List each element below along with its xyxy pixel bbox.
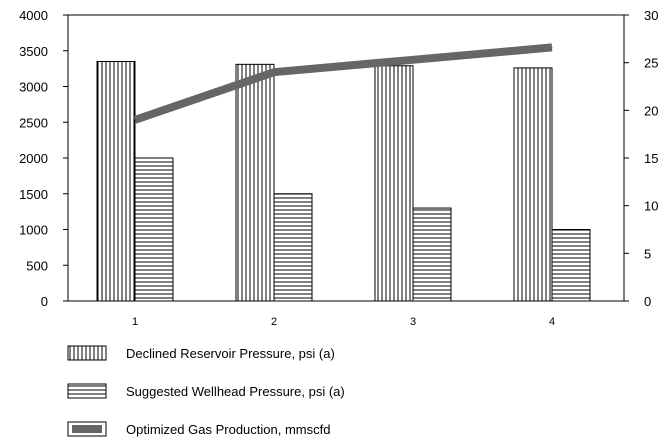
right-tick-label: 10 bbox=[644, 199, 658, 214]
gas-production-point bbox=[412, 59, 414, 61]
right-tick-label: 20 bbox=[644, 103, 658, 118]
reservoir-pressure-bar bbox=[513, 67, 553, 302]
legend-label: Suggested Wellhead Pressure, psi (a) bbox=[126, 384, 345, 399]
wellhead-pressure-bar bbox=[273, 193, 313, 302]
right-tick-label: 30 bbox=[644, 8, 658, 23]
left-tick-label: 4000 bbox=[19, 8, 48, 23]
wellhead-pressure-bar bbox=[412, 207, 452, 302]
left-tick-label: 2000 bbox=[19, 151, 48, 166]
wellhead-pressure-bar bbox=[134, 157, 174, 302]
legend-swatch-fill bbox=[72, 425, 102, 433]
left-tick-label: 0 bbox=[41, 294, 48, 309]
legend-swatch bbox=[67, 383, 107, 399]
gas-production-point bbox=[134, 119, 136, 121]
gas-production-line bbox=[133, 43, 553, 124]
right-y-axis: 0 5 10 15 20 25 30 bbox=[624, 8, 658, 309]
wellhead-pressure-bar bbox=[551, 229, 591, 302]
right-tick-label: 25 bbox=[644, 56, 658, 71]
bar-group bbox=[96, 60, 591, 302]
legend-label: Optimized Gas Production, mmscfd bbox=[126, 422, 330, 437]
gas-production-point bbox=[551, 46, 553, 48]
legend-label: Declined Reservoir Pressure, psi (a) bbox=[126, 346, 335, 361]
legend-item-gas-production: Optimized Gas Production, mmscfd bbox=[67, 421, 330, 437]
right-tick-label: 5 bbox=[644, 246, 651, 261]
left-y-axis: 0 500 1000 1500 2000 2500 3000 3500 4000 bbox=[19, 8, 68, 309]
left-tick-label: 2500 bbox=[19, 115, 48, 130]
legend-item-wellhead: Suggested Wellhead Pressure, psi (a) bbox=[67, 383, 345, 399]
category-label: 4 bbox=[549, 316, 555, 328]
left-tick-label: 1000 bbox=[19, 223, 48, 238]
reservoir-pressure-bar bbox=[374, 65, 414, 302]
category-label: 2 bbox=[271, 316, 277, 328]
reservoir-pressure-bar bbox=[96, 60, 136, 302]
x-axis-labels: 1 2 3 4 bbox=[132, 316, 555, 328]
left-tick-label: 3500 bbox=[19, 44, 48, 59]
left-tick-label: 500 bbox=[26, 258, 48, 273]
reservoir-pressure-bar bbox=[235, 63, 275, 302]
line-group bbox=[133, 43, 553, 124]
gas-production-point bbox=[273, 71, 275, 73]
left-tick-label: 1500 bbox=[19, 187, 48, 202]
category-label: 3 bbox=[410, 316, 416, 328]
category-label: 1 bbox=[132, 316, 138, 328]
legend-swatch bbox=[67, 345, 107, 361]
right-tick-label: 15 bbox=[644, 151, 658, 166]
legend: Declined Reservoir Pressure, psi (a) Sugg… bbox=[67, 345, 345, 437]
legend-item-reservoir: Declined Reservoir Pressure, psi (a) bbox=[67, 345, 335, 361]
right-tick-label: 0 bbox=[644, 294, 651, 309]
left-tick-label: 3000 bbox=[19, 80, 48, 95]
